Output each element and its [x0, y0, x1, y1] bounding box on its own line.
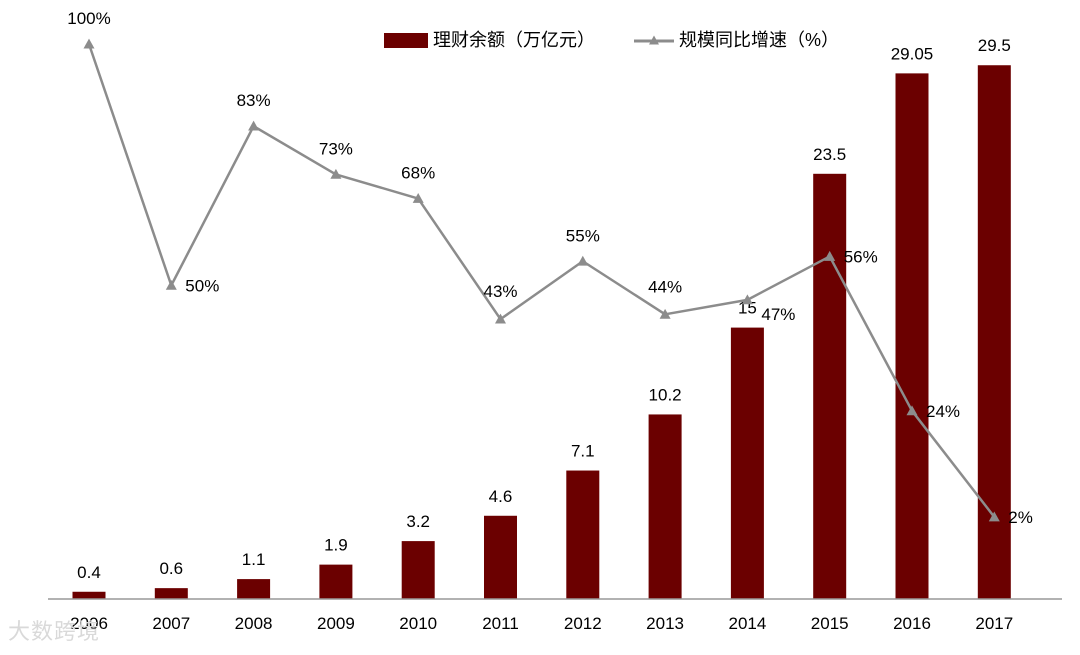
x-tick-2008: 2008	[235, 614, 273, 633]
bar-2014	[730, 327, 764, 599]
line-point-2007	[165, 279, 177, 290]
line-label-2012: 55%	[566, 226, 600, 245]
bar-label-2016: 29.05	[891, 44, 934, 63]
bar-label-2010: 3.2	[406, 512, 430, 531]
line-point-2010	[412, 193, 424, 203]
bar-2015	[813, 173, 847, 599]
x-tick-2010: 2010	[399, 614, 437, 633]
legend-bar-swatch	[384, 33, 428, 48]
x-tick-2015: 2015	[811, 614, 849, 633]
line-label-2014: 47%	[761, 305, 795, 324]
line-label-2011: 43%	[483, 282, 517, 301]
line-label-2007: 50%	[185, 276, 219, 295]
bar-label-2015: 23.5	[813, 145, 846, 164]
line-label-2017: 2%	[1008, 508, 1033, 527]
line-label-2016: 24%	[926, 402, 960, 421]
bar-2009	[319, 564, 353, 599]
line-label-2013: 44%	[648, 277, 682, 296]
growth-line	[87, 43, 996, 518]
x-tick-2007: 2007	[152, 614, 190, 633]
line-point-2006	[83, 38, 95, 49]
line-label-2008: 83%	[237, 91, 271, 110]
bar-2010	[401, 541, 435, 599]
bar-2011	[484, 515, 517, 599]
x-tick-2006: 2006	[70, 614, 108, 633]
line-data-labels: 100% 50% 83% 73% 68% 43% 55% 44% 47% 56% 24% 2%	[67, 9, 1033, 527]
bar-label-2013: 10.2	[649, 385, 682, 404]
watermark-text: 大数跨境	[8, 620, 101, 645]
x-tick-2009: 2009	[317, 614, 355, 633]
x-tick-labels: 2006 2007 2008 2009 2010 2011 2012 2013 2014 2015…	[70, 614, 1013, 633]
legend-line-label: 规模同比增速（%）	[679, 30, 839, 50]
line-point-2015	[824, 250, 836, 261]
bar-2016	[895, 73, 929, 599]
line-label-2010: 68%	[401, 164, 435, 183]
bar-label-2009: 1.9	[324, 536, 348, 555]
bar-2006	[72, 591, 106, 599]
bar-label-2012: 7.1	[571, 442, 595, 461]
line-label-2006: 100%	[67, 9, 110, 28]
line-point-2016	[906, 405, 918, 416]
line-point-2009	[330, 168, 342, 179]
legend: 理财余额（万亿元） 规模同比增速（%）	[384, 30, 839, 50]
x-tick-2012: 2012	[564, 614, 602, 633]
line-point-2011	[495, 313, 506, 324]
bar-label-2006: 0.4	[77, 563, 101, 582]
line-point-2013	[659, 308, 671, 319]
bar-label-2007: 0.6	[159, 559, 183, 578]
x-tick-2013: 2013	[646, 614, 684, 633]
x-tick-2014: 2014	[728, 614, 766, 633]
bar-series	[72, 65, 1011, 599]
legend-line-marker	[649, 35, 659, 45]
line-series	[83, 38, 1000, 522]
bar-label-2008: 1.1	[242, 550, 266, 569]
line-point-2012	[577, 255, 589, 266]
line-point-2014	[741, 294, 753, 305]
line-point-2017	[988, 511, 1000, 522]
bar-2007	[154, 588, 188, 599]
bar-2017	[977, 65, 1011, 599]
x-tick-2017: 2017	[975, 614, 1013, 633]
x-tick-2011: 2011	[482, 614, 519, 633]
bar-label-2011: 4.6	[489, 487, 513, 506]
legend-bar-label: 理财余额（万亿元）	[433, 30, 595, 50]
bar-label-2017: 29.5	[978, 36, 1011, 55]
bar-2013	[648, 414, 682, 599]
line-label-2009: 73%	[319, 139, 353, 158]
line-label-2015: 56%	[844, 247, 878, 266]
bar-2012	[566, 470, 600, 599]
line-point-2008	[248, 120, 260, 131]
x-tick-2016: 2016	[893, 614, 931, 633]
bar-2008	[237, 579, 271, 599]
